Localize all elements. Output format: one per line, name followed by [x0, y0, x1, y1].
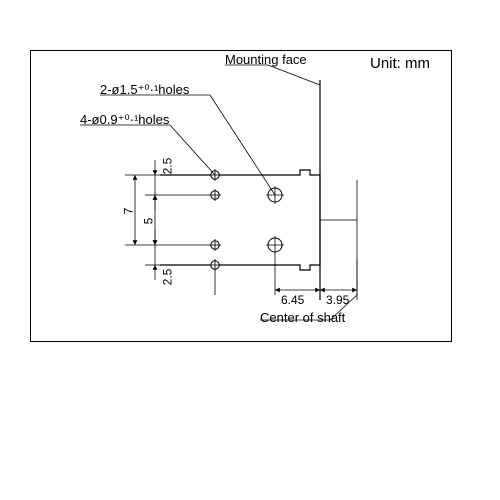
unit-label: Unit: mm	[370, 55, 430, 72]
dim-7: 7	[121, 208, 135, 215]
big-hole-bot	[266, 236, 284, 254]
diagram-svg	[0, 0, 500, 500]
mounting-face-label: Mounting face	[225, 52, 307, 67]
callout-2-holes: 2-ø1.5⁺⁰·¹holes	[100, 82, 189, 98]
dim-6.45: 6.45	[281, 293, 304, 307]
small-hole-2	[209, 189, 221, 201]
dim-2.5-top: 2.5	[160, 158, 174, 175]
small-hole-4	[209, 259, 221, 271]
dim-5: 5	[141, 218, 155, 225]
callout-4-holes: 4-ø0.9⁺⁰·¹holes	[80, 112, 169, 128]
center-of-shaft-label: Center of shaft	[260, 310, 345, 325]
small-hole-3	[209, 239, 221, 251]
dim-2.5-bot: 2.5	[160, 269, 174, 286]
dim-3.95: 3.95	[326, 293, 349, 307]
